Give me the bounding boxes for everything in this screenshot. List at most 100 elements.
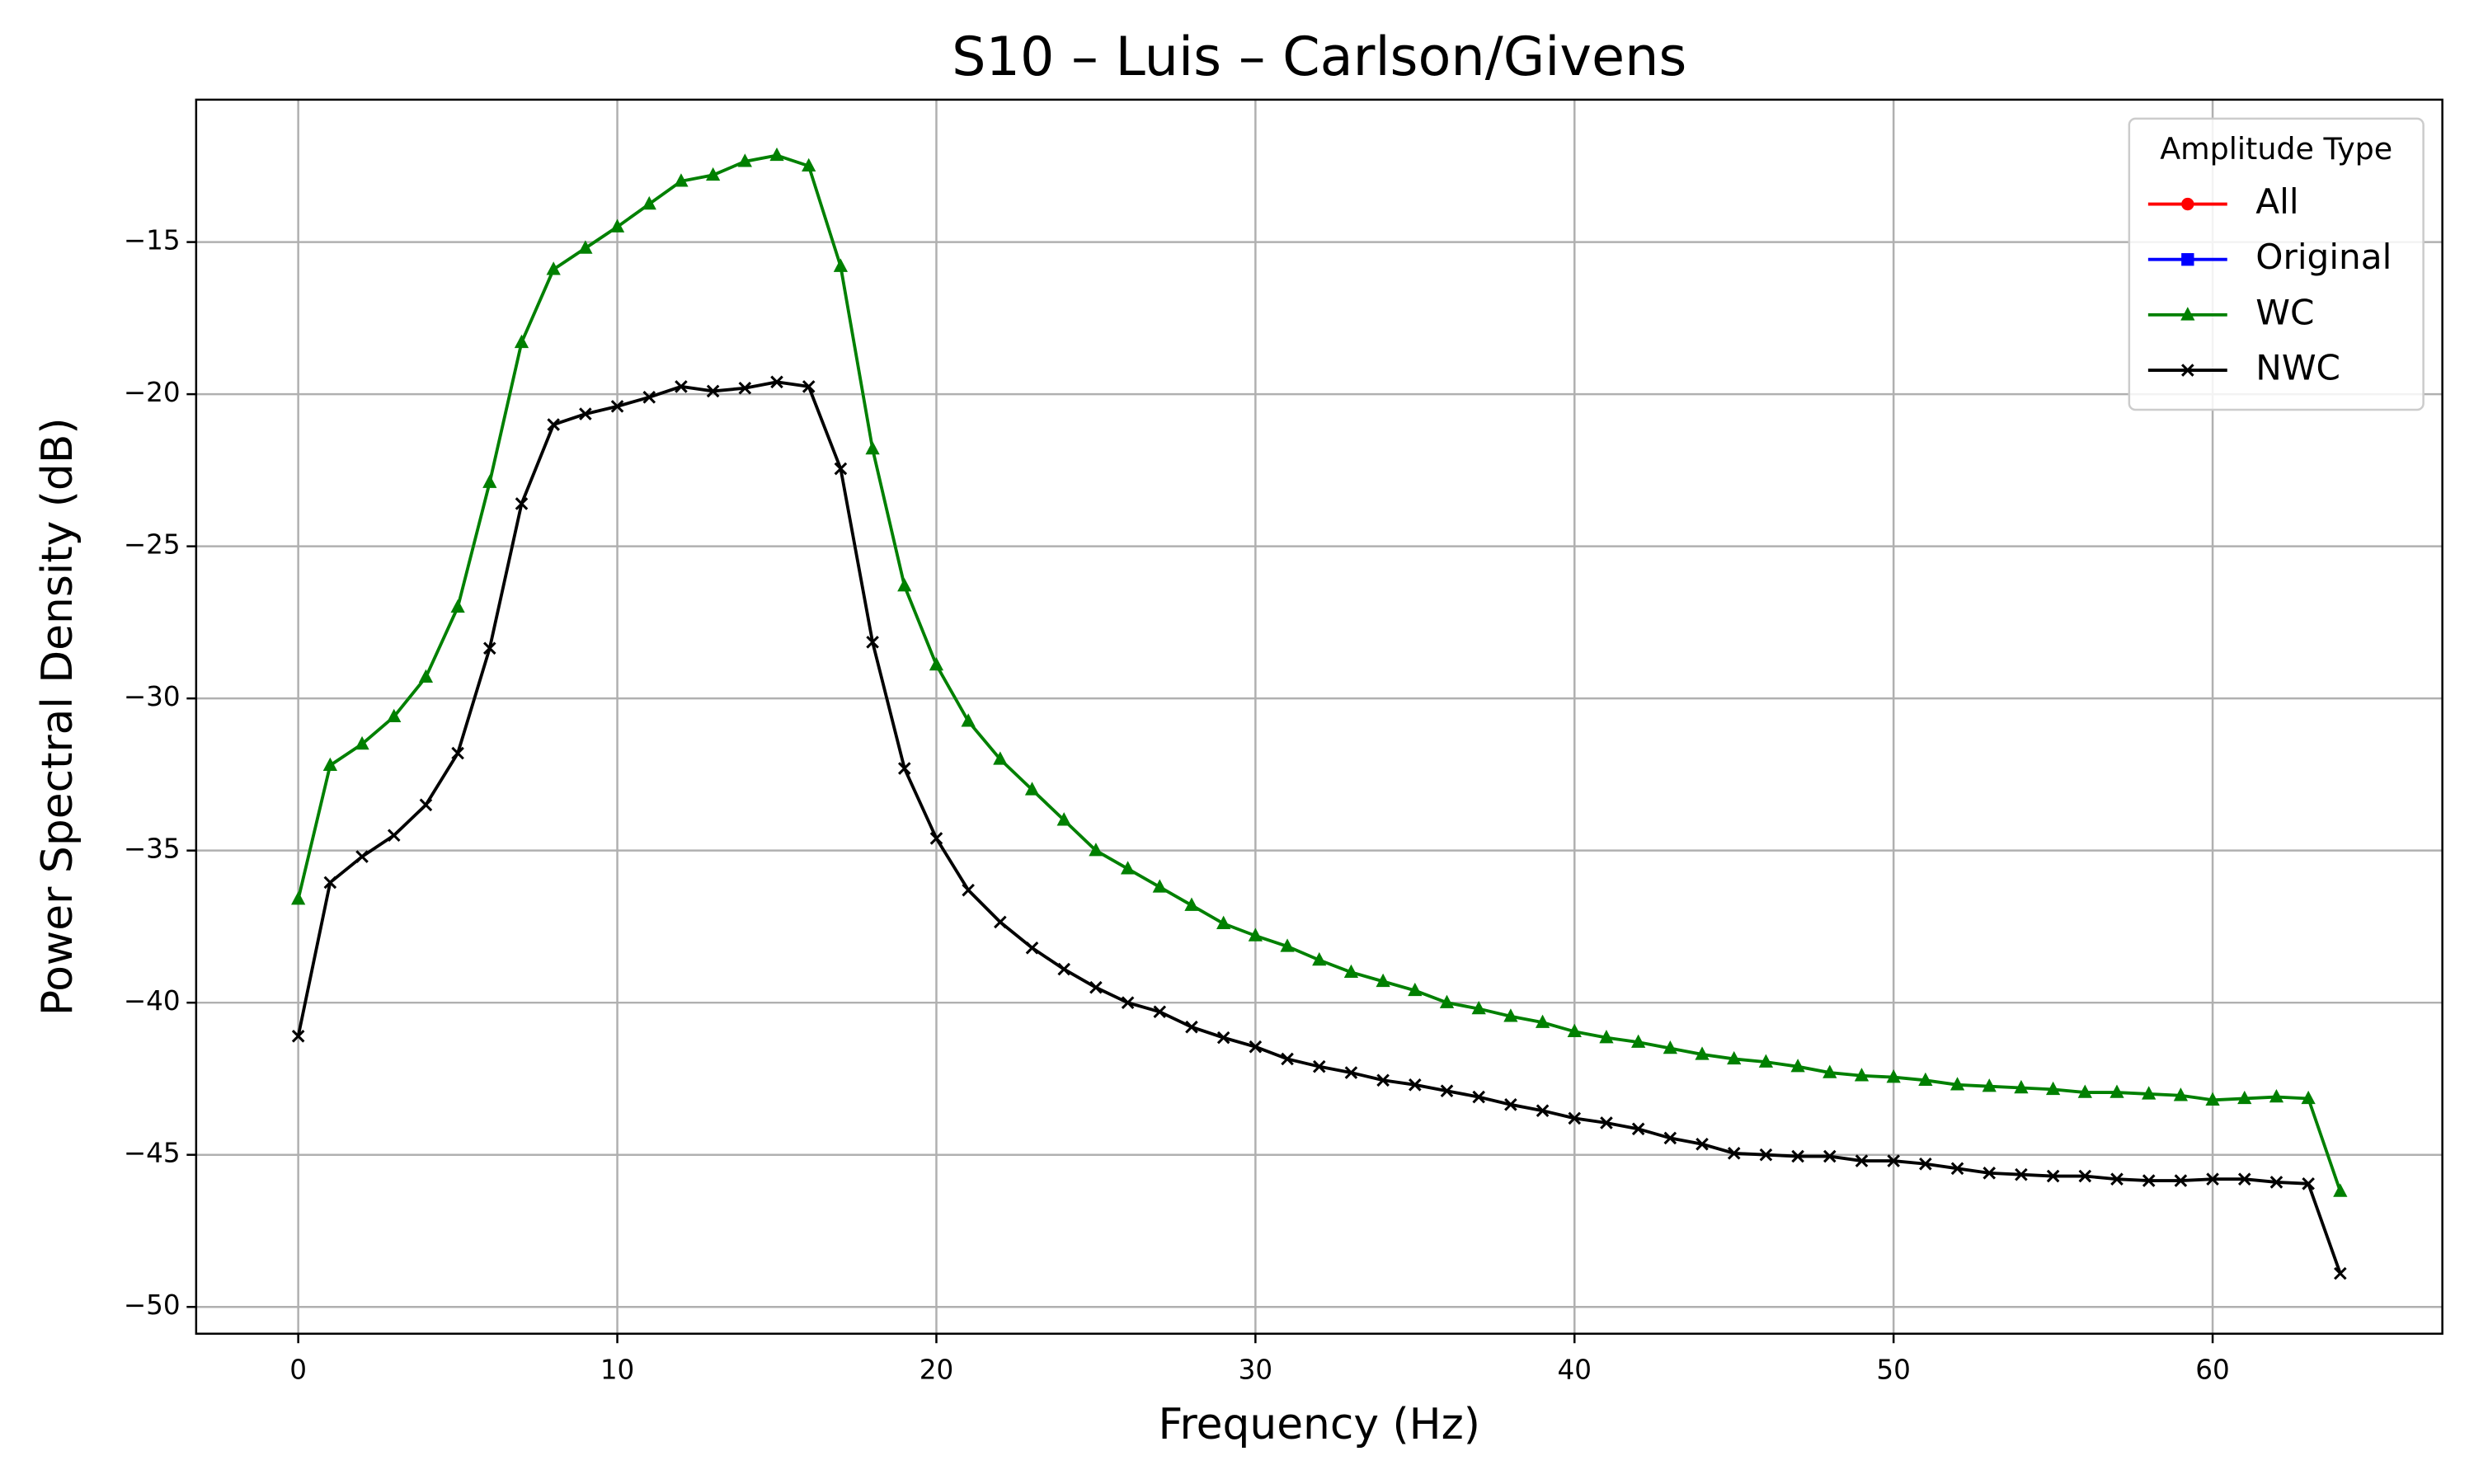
series-line	[296, 153, 2342, 1192]
data-point	[1471, 1000, 1486, 1015]
data-point	[1727, 1147, 1741, 1160]
legend-box	[2128, 117, 2425, 411]
x-tick-label: 40	[1558, 1355, 1592, 1386]
data-point	[1216, 915, 1231, 929]
data-point	[1696, 1137, 1709, 1151]
y-axis-label: Power Spectral Density (dB)	[33, 417, 82, 1016]
data-point	[1376, 1073, 1390, 1087]
data-point	[1440, 1084, 1454, 1098]
data-point	[419, 798, 433, 812]
data-point	[1854, 1068, 1870, 1082]
legend-marker	[2181, 364, 2194, 377]
data-point	[547, 418, 560, 431]
data-point	[929, 656, 944, 671]
data-point	[2173, 1087, 2189, 1101]
data-point	[1439, 994, 1455, 1008]
data-point	[2142, 1174, 2156, 1187]
data-point	[1152, 879, 1167, 893]
data-point	[1056, 812, 1071, 826]
data-point	[1790, 1059, 1805, 1073]
data-point	[2269, 1176, 2284, 1189]
data-point	[1343, 964, 1359, 979]
data-point	[1886, 1069, 1901, 1083]
data-point	[1344, 1066, 1358, 1079]
data-point	[2269, 1088, 2284, 1103]
data-point	[1281, 1052, 1294, 1066]
data-point	[1312, 951, 1327, 966]
data-point	[1472, 1090, 1485, 1104]
series-line	[296, 380, 2342, 1275]
data-point	[1024, 782, 1040, 796]
data-point	[1919, 1157, 1932, 1171]
data-point	[642, 195, 656, 210]
x-axis-label: Frequency (Hz)	[1158, 1400, 1480, 1449]
data-point	[1376, 973, 1390, 988]
data-point	[1855, 1154, 1869, 1167]
data-point	[1408, 982, 1423, 997]
data-point	[1120, 861, 1136, 875]
data-point	[866, 636, 879, 649]
legend-marker	[2181, 197, 2194, 211]
data-point	[993, 751, 1008, 765]
data-point	[1535, 1014, 1550, 1028]
data-point	[929, 832, 943, 845]
plot-frame	[195, 98, 2443, 1335]
data-point	[706, 384, 720, 398]
data-point	[2142, 1086, 2157, 1100]
data-point	[1089, 843, 1103, 857]
data-point	[515, 497, 529, 510]
y-tick-label: −45	[124, 1138, 181, 1169]
data-point	[1568, 1111, 1582, 1125]
y-tick-label: −35	[124, 834, 181, 865]
data-point	[1758, 1054, 1774, 1068]
data-point	[322, 757, 337, 772]
data-point	[2046, 1169, 2060, 1183]
data-point	[769, 147, 784, 162]
data-point	[1982, 1167, 1997, 1180]
data-point	[1918, 1072, 1933, 1087]
data-point	[1153, 1005, 1167, 1019]
x-tick-label: 0	[289, 1355, 307, 1386]
data-point	[834, 462, 848, 476]
data-point	[897, 578, 912, 592]
legend-title: Amplitude Type	[2160, 131, 2392, 167]
data-point	[514, 334, 529, 349]
data-point	[1567, 1023, 1582, 1037]
data-point	[1759, 1148, 1773, 1162]
data-point	[1409, 1078, 1422, 1092]
data-point	[1504, 1098, 1517, 1111]
y-tick-label: −20	[124, 377, 181, 408]
data-point	[1823, 1064, 1837, 1078]
data-point	[2205, 1092, 2220, 1106]
data-point	[2174, 1174, 2188, 1187]
data-point	[1663, 1040, 1677, 1054]
data-point	[2302, 1176, 2315, 1190]
data-point	[450, 599, 465, 613]
y-tick-label: −30	[124, 681, 181, 712]
data-point	[2206, 1172, 2219, 1186]
data-point	[610, 400, 624, 413]
data-point	[291, 1029, 305, 1043]
data-point	[897, 762, 911, 775]
data-point	[1887, 1154, 1900, 1167]
y-tick-label: −25	[124, 529, 181, 561]
data-point	[737, 153, 752, 167]
legend-label: NWC	[2255, 348, 2340, 388]
data-point	[2110, 1172, 2124, 1186]
data-point	[2301, 1090, 2316, 1105]
data-point	[802, 157, 816, 172]
y-tick-label: −15	[124, 225, 181, 256]
data-point	[546, 261, 561, 275]
data-point	[1025, 941, 1039, 955]
legend: Amplitude Type All Original WC NWC	[2128, 117, 2425, 411]
x-tick-label: 30	[1239, 1355, 1272, 1386]
data-point	[483, 641, 496, 655]
data-point	[1950, 1162, 1964, 1176]
data-point	[833, 258, 849, 272]
data-point	[2333, 1183, 2348, 1197]
data-point	[802, 380, 816, 393]
data-point	[323, 876, 337, 890]
data-point	[291, 891, 306, 905]
data-point	[1727, 1050, 1742, 1065]
